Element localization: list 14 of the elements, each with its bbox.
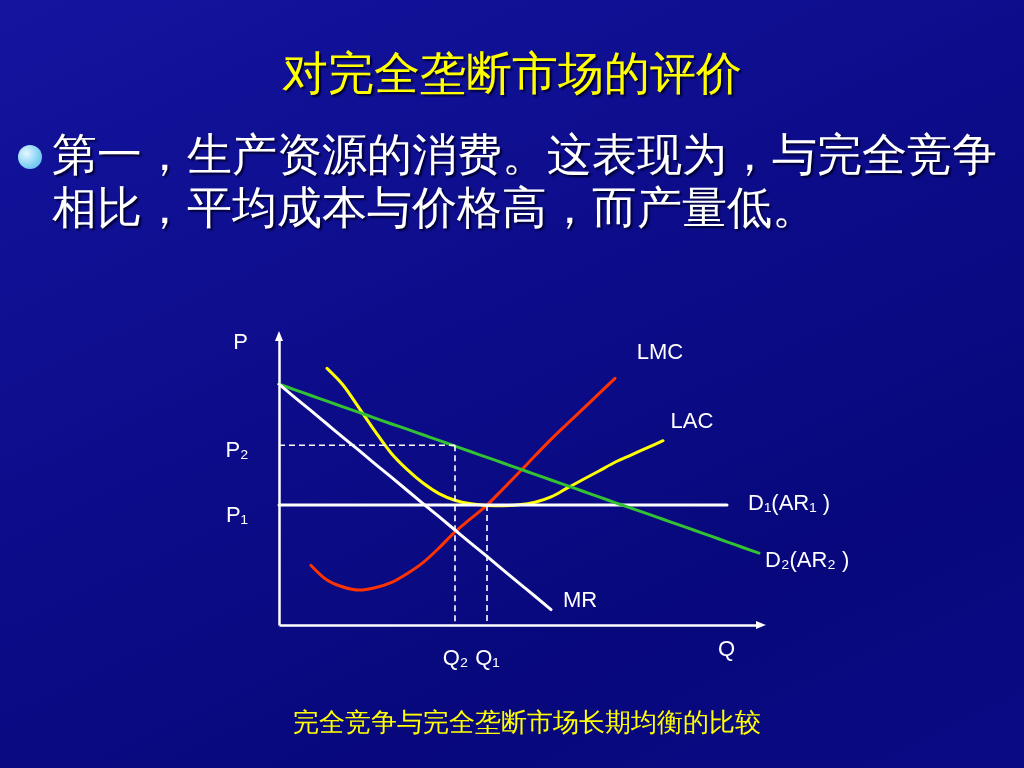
series-label: D₁(AR₁ ) bbox=[748, 490, 831, 516]
series-label: LAC bbox=[670, 407, 714, 433]
x-tick-label: Q₁ bbox=[475, 644, 500, 670]
x-tick-label: Q₂ bbox=[442, 644, 469, 670]
series-label: LMC bbox=[636, 339, 684, 365]
series-label: MR bbox=[563, 586, 598, 612]
text: P₁ bbox=[224, 502, 250, 528]
chart-title: 对完全垄断市场的评价 bbox=[281, 46, 743, 101]
x-axis-title: Q bbox=[717, 635, 736, 661]
y-axis-title: P bbox=[233, 328, 248, 354]
chart-subtitle: 第一，生产资源的消费。这表现为，与完全竞争相比，平均成本与价格高，而产量低。 bbox=[52, 128, 998, 234]
series-label: D₂(AR₂ ) bbox=[765, 547, 850, 573]
text: P₂ bbox=[224, 437, 250, 463]
text: 完全竞争与完全垄断市场长期均衡的比较 bbox=[292, 706, 762, 739]
